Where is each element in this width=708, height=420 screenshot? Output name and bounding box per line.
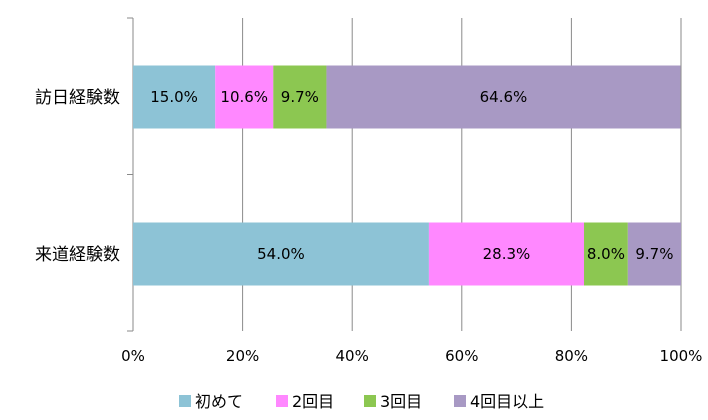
bar-segment	[133, 65, 216, 129]
x-tick-label: 60%	[445, 347, 478, 365]
category-label: 来道経験数	[35, 245, 120, 265]
x-tick-label: 80%	[555, 347, 588, 365]
data-label: 54.0%	[257, 245, 305, 263]
legend-label: 初めて	[195, 392, 243, 411]
bar-segment	[584, 222, 628, 286]
legend-label: 3回目	[380, 392, 422, 411]
legend-swatch	[179, 395, 191, 407]
legend-swatch	[364, 395, 376, 407]
x-tick-label: 40%	[336, 347, 369, 365]
category-label: 訪日経験数	[35, 88, 120, 108]
x-tick-labels: 0% 20% 40% 60% 80% 100%	[121, 347, 702, 365]
data-label: 10.6%	[220, 88, 268, 106]
data-label: 9.7%	[281, 88, 319, 106]
data-label: 64.6%	[480, 88, 528, 106]
bar-segment	[428, 222, 585, 286]
bar-segment	[273, 65, 327, 129]
bar-segment	[627, 222, 681, 286]
legend-label: 2回目	[292, 392, 334, 411]
legend-swatch	[454, 395, 466, 407]
bar-segment	[133, 222, 429, 286]
bar-segment	[326, 65, 681, 129]
data-label: 8.0%	[587, 245, 625, 263]
legend-swatch	[276, 395, 288, 407]
data-label: 9.7%	[635, 245, 673, 263]
bar-segment	[215, 65, 274, 129]
x-tick-label: 100%	[660, 347, 703, 365]
legend: 初めて 2回目 3回目 4回目以上	[179, 392, 544, 411]
axes	[127, 17, 134, 332]
x-tick-label: 20%	[226, 347, 259, 365]
data-label: 15.0%	[150, 88, 198, 106]
data-label: 28.3%	[483, 245, 531, 263]
bars: 15.0% 10.6% 9.7% 64.6% 54.0% 28.3% 8.0% 9.7%	[133, 65, 681, 286]
legend-label: 4回目以上	[470, 392, 544, 411]
x-tick-label: 0%	[121, 347, 145, 365]
